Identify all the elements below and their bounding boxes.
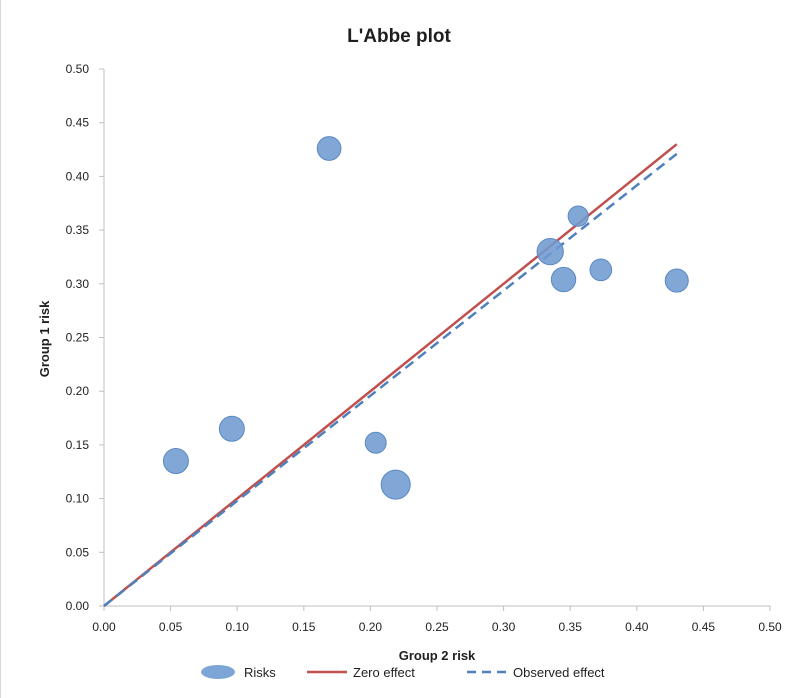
x-tick-label: 0.05 bbox=[159, 620, 183, 634]
legend-risks-marker bbox=[201, 665, 235, 679]
axes: 0.00 0.05 0.10 0.15 0.20 0.25 0.30 0.35 0.40 0.45… bbox=[66, 62, 782, 634]
series-lines bbox=[103, 143, 678, 607]
bubbles bbox=[162, 136, 689, 500]
y-tick-label: 0.25 bbox=[66, 331, 90, 345]
risk-bubble bbox=[316, 136, 342, 161]
y-tick-label: 0.05 bbox=[66, 545, 90, 559]
x-axis-title: Group 2 risk bbox=[399, 648, 476, 663]
x-tick-label: 0.45 bbox=[692, 620, 716, 634]
legend-risks-label: Risks bbox=[244, 665, 276, 680]
risk-bubble bbox=[364, 431, 387, 454]
x-tick-label: 0.20 bbox=[359, 620, 383, 634]
y-tick-label: 0.30 bbox=[66, 277, 90, 291]
y-axis-title: Group 1 risk bbox=[37, 300, 52, 377]
x-tick-label: 0.50 bbox=[758, 620, 782, 634]
x-tick-label: 0.10 bbox=[226, 620, 250, 634]
y-tick-label: 0.45 bbox=[66, 116, 90, 130]
x-tick-label: 0.30 bbox=[492, 620, 516, 634]
x-tick-label: 0.35 bbox=[559, 620, 583, 634]
y-tick-label: 0.20 bbox=[66, 384, 90, 398]
risk-bubble bbox=[536, 237, 564, 266]
risk-bubble bbox=[218, 415, 245, 442]
y-tick-label: 0.50 bbox=[66, 62, 90, 76]
x-tick-label: 0.00 bbox=[92, 620, 116, 634]
y-tick-label: 0.40 bbox=[66, 169, 90, 183]
y-tick-label: 0.15 bbox=[66, 438, 90, 452]
risk-bubble bbox=[380, 469, 411, 500]
x-tick-label: 0.25 bbox=[425, 620, 449, 634]
x-tick-label: 0.40 bbox=[625, 620, 649, 634]
legend-observed-effect-label: Observed effect bbox=[513, 665, 605, 680]
chart-title: L'Abbe plot bbox=[347, 26, 451, 47]
y-tick-label: 0.00 bbox=[66, 599, 90, 613]
risk-bubble bbox=[567, 205, 589, 227]
risk-bubble bbox=[664, 268, 689, 293]
risk-bubble bbox=[162, 448, 189, 475]
y-tick-label: 0.35 bbox=[66, 223, 90, 237]
y-tick-label: 0.10 bbox=[66, 492, 90, 506]
legend-zero-effect-label: Zero effect bbox=[353, 665, 415, 680]
risk-bubble bbox=[550, 266, 577, 293]
x-tick-label: 0.15 bbox=[292, 620, 316, 634]
zero-effect-line bbox=[103, 143, 678, 607]
observed-effect-line bbox=[103, 152, 678, 607]
risk-bubble bbox=[589, 258, 613, 282]
legend: Risks Zero effect Observed effect bbox=[201, 665, 605, 680]
